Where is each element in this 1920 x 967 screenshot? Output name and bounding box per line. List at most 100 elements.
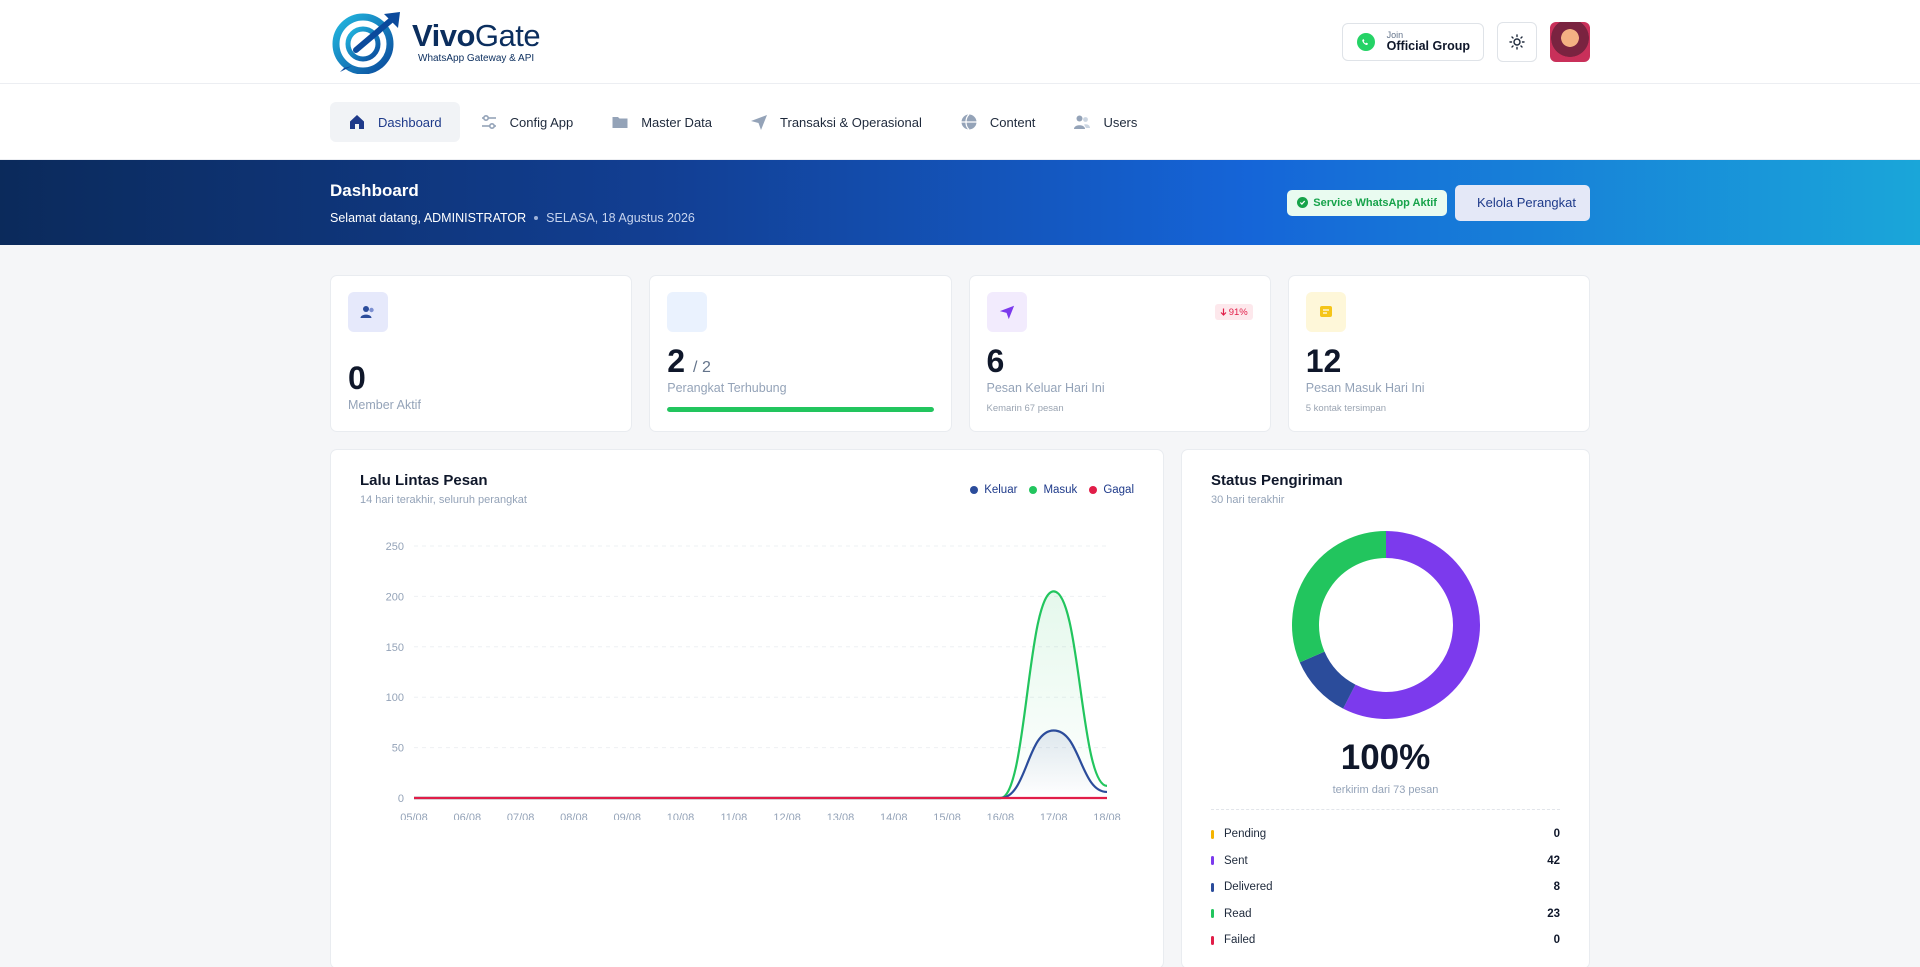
x-tick-label: 09/08 <box>613 812 641 820</box>
status-row-pending: Pending 0 <box>1211 821 1560 848</box>
x-tick-label: 05/08 <box>400 812 428 820</box>
message-icon <box>1305 292 1346 332</box>
device-total: / 2 <box>693 359 711 376</box>
outgoing-trend-value: 91% <box>1228 306 1248 318</box>
vivogate-logo-icon <box>332 12 400 74</box>
x-tick-label: 08/08 <box>560 812 588 820</box>
traffic-panel: Lalu Lintas Pesan 14 hari terakhir, selu… <box>330 449 1164 967</box>
manage-devices-button[interactable]: Kelola Perangkat <box>1454 184 1590 221</box>
users-icon <box>348 292 388 332</box>
device-label: Perangkat Terhubung <box>667 381 787 395</box>
member-count: 0 <box>348 360 366 396</box>
x-tick-label: 13/08 <box>827 812 855 820</box>
nav-label: Users <box>1103 114 1138 130</box>
join-big-label: Official Group <box>1386 39 1470 54</box>
status-value: 8 <box>1553 881 1560 894</box>
status-label: Delivered <box>1224 881 1273 894</box>
status-label: Pending <box>1224 828 1267 841</box>
status-value: 0 <box>1553 934 1560 947</box>
stat-card-devices: 2 / 2 Perangkat Terhubung <box>649 275 952 432</box>
donut-slice-sent <box>1342 531 1480 719</box>
delivery-percent-sub: terkirim dari 73 pesan <box>1332 784 1439 796</box>
y-tick-label: 100 <box>386 692 404 704</box>
status-panel: Status Pengiriman 30 hari terakhir 100% … <box>1181 449 1590 967</box>
legend-swatch <box>970 486 979 494</box>
globe-icon <box>961 114 977 130</box>
divider <box>1211 809 1560 810</box>
status-title: Status Pengiriman <box>1211 472 1343 489</box>
legend-swatch <box>1089 486 1098 494</box>
x-tick-label: 10/08 <box>667 812 695 820</box>
brand-tagline: WhatsApp Gateway & API <box>418 53 535 64</box>
status-value: 23 <box>1547 907 1560 920</box>
y-tick-label: 150 <box>386 642 404 654</box>
traffic-subtitle: 14 hari terakhir, seluruh perangkat <box>360 494 527 506</box>
legend-label: Masuk <box>1043 484 1078 496</box>
series-line-keluar <box>414 729 1108 800</box>
device-progress-bar <box>667 407 934 412</box>
arrow-down-icon <box>1220 308 1227 316</box>
outgoing-label: Pesan Keluar Hari Ini <box>986 381 1105 395</box>
legend-swatch <box>1029 486 1038 494</box>
series-line-masuk <box>414 590 1108 800</box>
status-row-failed: Failed 0 <box>1211 927 1560 954</box>
y-tick-label: 200 <box>386 591 404 603</box>
page-title: Dashboard <box>330 180 419 200</box>
brand-logo[interactable]: VivoGate WhatsApp Gateway & API <box>330 10 541 74</box>
user-avatar[interactable] <box>1550 22 1590 62</box>
status-row-read: Read 23 <box>1211 901 1560 928</box>
status-value: 0 <box>1553 828 1560 841</box>
service-status-badge: Service WhatsApp Aktif <box>1287 189 1447 216</box>
status-color-marker <box>1211 829 1214 839</box>
legend-label: Keluar <box>984 484 1018 496</box>
nav-item-transaksi[interactable]: Transaksi & Operasional <box>732 102 940 142</box>
theme-toggle-button[interactable] <box>1497 22 1537 62</box>
brand-name-light: Gate <box>474 18 541 53</box>
status-label: Read <box>1224 907 1252 920</box>
separator-dot <box>534 215 539 220</box>
donut-slice-read <box>1291 531 1386 663</box>
x-tick-label: 17/08 <box>1040 812 1068 820</box>
legend-label: Gagal <box>1103 484 1134 496</box>
traffic-title: Lalu Lintas Pesan <box>360 472 488 489</box>
legend-item-keluar[interactable]: Keluar <box>970 484 1017 496</box>
legend-item-masuk[interactable]: Masuk <box>1029 484 1077 496</box>
status-row-sent: Sent 42 <box>1211 848 1560 875</box>
join-small-label: Join <box>1386 29 1404 40</box>
status-color-marker <box>1211 935 1214 945</box>
donut-slice-delivered <box>1299 651 1356 709</box>
x-tick-label: 14/08 <box>880 812 908 820</box>
current-date: SELASA, 18 Agustus 2026 <box>546 210 695 225</box>
outgoing-count: 6 <box>986 343 1005 379</box>
nav-item-dashboard[interactable]: Dashboard <box>330 102 460 142</box>
y-tick-label: 250 <box>386 541 404 553</box>
nav-label: Content <box>989 114 1036 130</box>
join-official-group-button[interactable]: Join Official Group <box>1341 23 1484 61</box>
nav-item-master-data[interactable]: Master Data <box>593 102 730 142</box>
status-subtitle: 30 hari terakhir <box>1211 494 1285 506</box>
member-label: Member Aktif <box>348 398 421 412</box>
nav-label: Transaksi & Operasional <box>780 114 922 130</box>
nav-label: Master Data <box>641 114 713 130</box>
nav-item-config-app[interactable]: Config App <box>462 102 592 142</box>
status-label: Sent <box>1224 854 1248 867</box>
top-header: VivoGate WhatsApp Gateway & API Join Off… <box>0 0 1920 84</box>
whatsapp-icon <box>1356 33 1375 51</box>
service-status-label: Service WhatsApp Aktif <box>1313 196 1437 209</box>
nav-item-users[interactable]: Users <box>1055 102 1155 142</box>
device-icon <box>667 292 708 332</box>
x-tick-label: 07/08 <box>507 812 535 820</box>
nav-item-content[interactable]: Content <box>942 102 1054 142</box>
status-color-marker <box>1211 882 1214 892</box>
welcome-text: Selamat datang, ADMINISTRATOR <box>330 210 527 225</box>
incoming-count: 12 <box>1305 343 1342 379</box>
legend-item-gagal[interactable]: Gagal <box>1089 484 1134 496</box>
main-nav: Dashboard Config App Master Data Transak… <box>0 84 1920 160</box>
incoming-label: Pesan Masuk Hari Ini <box>1305 381 1425 395</box>
send-icon <box>751 115 768 130</box>
status-row-delivered: Delivered 8 <box>1211 874 1560 901</box>
folder-icon <box>612 117 628 128</box>
y-tick-label: 50 <box>392 743 404 755</box>
traffic-chart: 0 50 100 150 200 250 05/08 06/08 07/08 08/08 09/08… <box>386 541 1121 820</box>
chart-legend: Keluar Masuk Gagal <box>970 484 1134 496</box>
